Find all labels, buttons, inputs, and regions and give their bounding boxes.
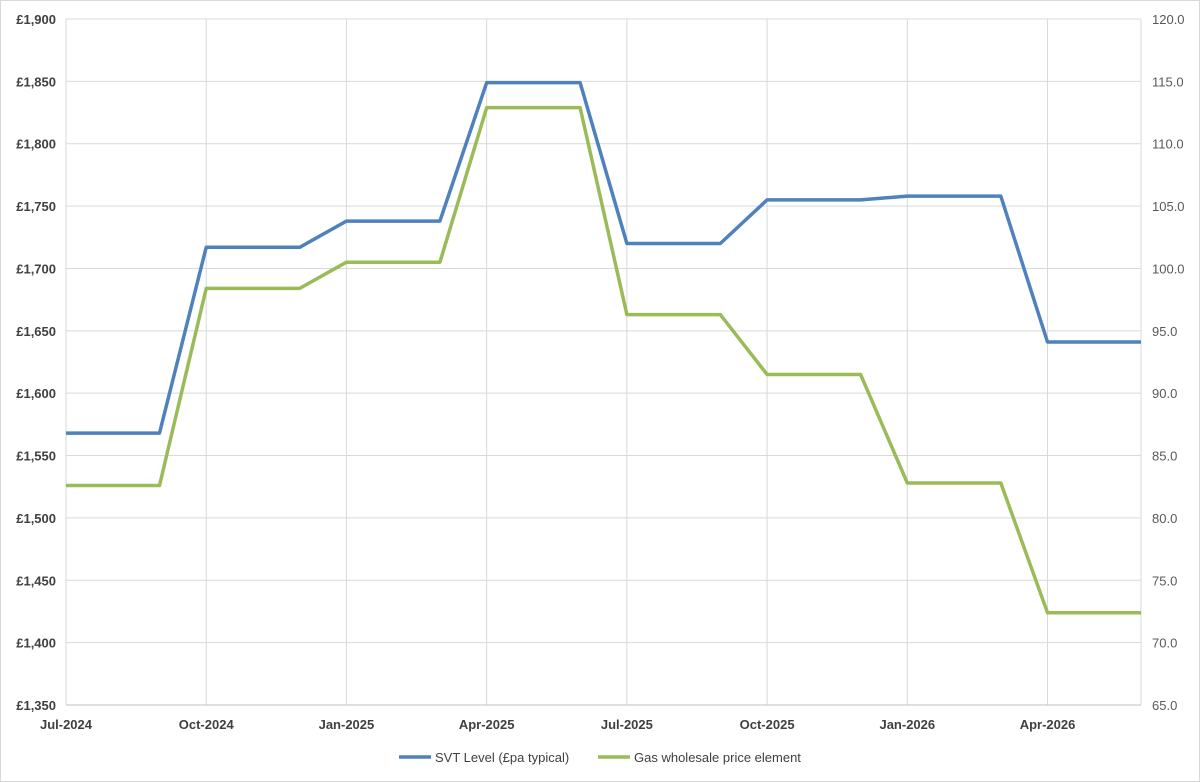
- series-line-2: [66, 105, 1141, 615]
- x-tick-label: Apr-2025: [459, 717, 515, 732]
- y2-tick-label: 80.0: [1152, 511, 1177, 526]
- y-tick-label: £1,550: [16, 449, 56, 464]
- y2-tick-label: 75.0: [1152, 573, 1177, 588]
- series-line-1: [66, 80, 1141, 435]
- y2-tick-label: 70.0: [1152, 636, 1177, 651]
- y-tick-label: £1,400: [16, 636, 56, 651]
- x-tick-label: Jan-2026: [879, 717, 935, 732]
- y2-tick-label: 120.0: [1152, 12, 1185, 27]
- y2-tick-label: 65.0: [1152, 698, 1177, 713]
- y-tick-label: £1,500: [16, 511, 56, 526]
- x-tick-label: Apr-2026: [1020, 717, 1076, 732]
- x-tick-label: Jan-2025: [319, 717, 375, 732]
- y2-tick-label: 95.0: [1152, 324, 1177, 339]
- y2-tick-label: 110.0: [1152, 137, 1184, 152]
- y2-tick-label: 105.0: [1152, 199, 1185, 214]
- y2-tick-label: 115.0: [1152, 74, 1184, 89]
- y-tick-label: £1,700: [16, 261, 56, 276]
- legend-label-1: SVT Level (£pa typical): [435, 750, 569, 765]
- y-tick-label: £1,450: [16, 573, 56, 588]
- y2-tick-label: 100.0: [1152, 261, 1185, 276]
- y2-tick-label: 90.0: [1152, 386, 1177, 401]
- x-tick-label: Jul-2025: [601, 717, 653, 732]
- y-tick-label: £1,850: [16, 74, 56, 89]
- y-tick-label: £1,750: [16, 199, 56, 214]
- x-tick-label: Oct-2024: [179, 717, 235, 732]
- y-tick-label: £1,350: [16, 698, 56, 713]
- y2-tick-label: 85.0: [1152, 449, 1177, 464]
- y-tick-label: £1,600: [16, 386, 56, 401]
- x-tick-label: Oct-2025: [740, 717, 795, 732]
- y-tick-label: £1,650: [16, 324, 56, 339]
- x-tick-label: Jul-2024: [40, 717, 93, 732]
- legend-label-2: Gas wholesale price element: [634, 750, 801, 765]
- y-tick-label: £1,800: [16, 137, 56, 152]
- y-tick-label: £1,900: [16, 12, 56, 27]
